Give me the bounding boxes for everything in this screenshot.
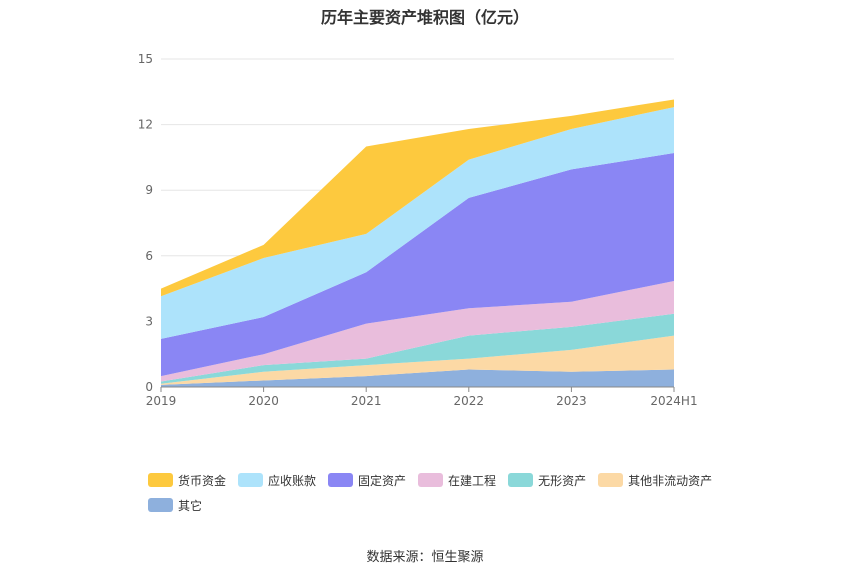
y-tick-label: 3 — [145, 314, 153, 328]
area-series-固定资产 — [161, 153, 674, 377]
area-series-其它 — [161, 369, 674, 387]
legend-swatch — [328, 473, 354, 487]
y-tick-label: 9 — [145, 183, 153, 197]
legend-item[interactable]: 在建工程 — [418, 472, 496, 488]
legend-label: 应收账款 — [268, 473, 317, 488]
data-source-note: 数据来源：恒生聚源 — [366, 550, 484, 565]
y-tick-label: 0 — [145, 380, 153, 394]
x-tick-label: 2024H1 — [650, 394, 697, 408]
x-tick-label: 2023 — [556, 394, 587, 408]
y-tick-label: 12 — [138, 118, 153, 132]
legend-label: 固定资产 — [358, 473, 407, 488]
area-series — [161, 99, 674, 387]
legend-item[interactable]: 货币资金 — [148, 472, 226, 488]
legend-label: 其他非流动资产 — [628, 473, 713, 488]
legend-label: 货币资金 — [178, 473, 227, 488]
legend-item[interactable]: 其他非流动资产 — [598, 472, 712, 488]
legend-swatch — [598, 473, 624, 487]
area-series-在建工程 — [161, 280, 674, 382]
x-tick-label: 2022 — [454, 394, 485, 408]
legend: 货币资金 应收账款 固定资产 在建工程 无形资产 其他非流动资产其它 — [148, 472, 728, 513]
legend-item[interactable]: 应收账款 — [238, 472, 316, 488]
legend-swatch — [418, 473, 444, 487]
legend-item[interactable]: 其它 — [148, 497, 202, 513]
y-tick-label: 15 — [138, 52, 153, 66]
area-series-其他非流动资产 — [161, 335, 674, 385]
x-tick-label: 2021 — [351, 394, 382, 408]
legend-item[interactable]: 固定资产 — [328, 472, 406, 488]
legend-label: 在建工程 — [448, 473, 497, 488]
area-series-货币资金 — [161, 99, 674, 297]
area-series-无形资产 — [161, 313, 674, 384]
legend-label: 无形资产 — [538, 473, 587, 488]
legend-label: 其它 — [178, 498, 203, 513]
legend-swatch — [148, 498, 173, 512]
legend-swatch — [508, 473, 534, 487]
legend-item[interactable]: 无形资产 — [508, 472, 586, 488]
x-tick-label: 2020 — [248, 394, 279, 408]
legend-swatch — [148, 473, 173, 487]
chart-title: 历年主要资产堆积图（亿元） — [320, 8, 529, 27]
area-series-应收账款 — [161, 107, 674, 339]
axes: 0 3 6 9 12 15 2019 2020 2021 2022 2023 2024H1 — [138, 52, 698, 408]
legend-swatch — [238, 473, 264, 487]
y-tick-label: 6 — [145, 249, 153, 263]
x-tick-label: 2019 — [146, 394, 177, 408]
